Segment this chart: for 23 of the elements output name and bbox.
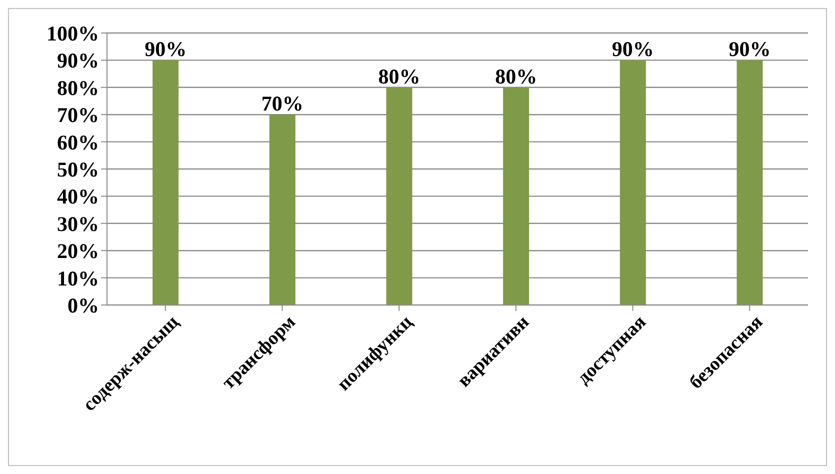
y-tick-label: 90% xyxy=(57,48,99,73)
data-label: 90% xyxy=(728,37,771,62)
bar xyxy=(386,87,412,305)
bar xyxy=(152,60,179,305)
data-label: 80% xyxy=(378,64,420,88)
y-tick-label: 70% xyxy=(57,103,99,128)
y-tick-label: 10% xyxy=(57,266,99,290)
data-label: 90% xyxy=(144,37,187,62)
bar xyxy=(269,114,296,305)
data-label: 80% xyxy=(495,64,538,88)
y-tick-label: 40% xyxy=(57,184,99,209)
y-tick-label: 60% xyxy=(57,130,99,154)
y-tick-label: 20% xyxy=(57,239,99,264)
y-tick-label: 30% xyxy=(57,212,99,236)
bar xyxy=(620,60,646,305)
bar xyxy=(736,60,763,305)
y-tick-label: 100% xyxy=(46,21,99,46)
data-label: 90% xyxy=(612,37,654,62)
bar xyxy=(503,87,530,305)
data-label: 70% xyxy=(261,92,304,116)
y-tick-label: 0% xyxy=(68,293,99,318)
y-tick-label: 80% xyxy=(57,76,99,100)
y-tick-label: 50% xyxy=(57,157,99,182)
